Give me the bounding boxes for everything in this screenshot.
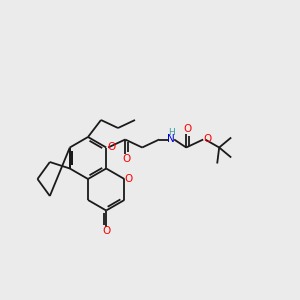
Text: O: O	[122, 154, 130, 164]
Text: O: O	[203, 134, 211, 143]
Text: O: O	[183, 124, 191, 134]
Text: O: O	[102, 226, 110, 236]
Text: N: N	[167, 134, 175, 145]
Text: H: H	[168, 128, 175, 137]
Text: O: O	[124, 174, 133, 184]
Text: O: O	[107, 142, 115, 152]
